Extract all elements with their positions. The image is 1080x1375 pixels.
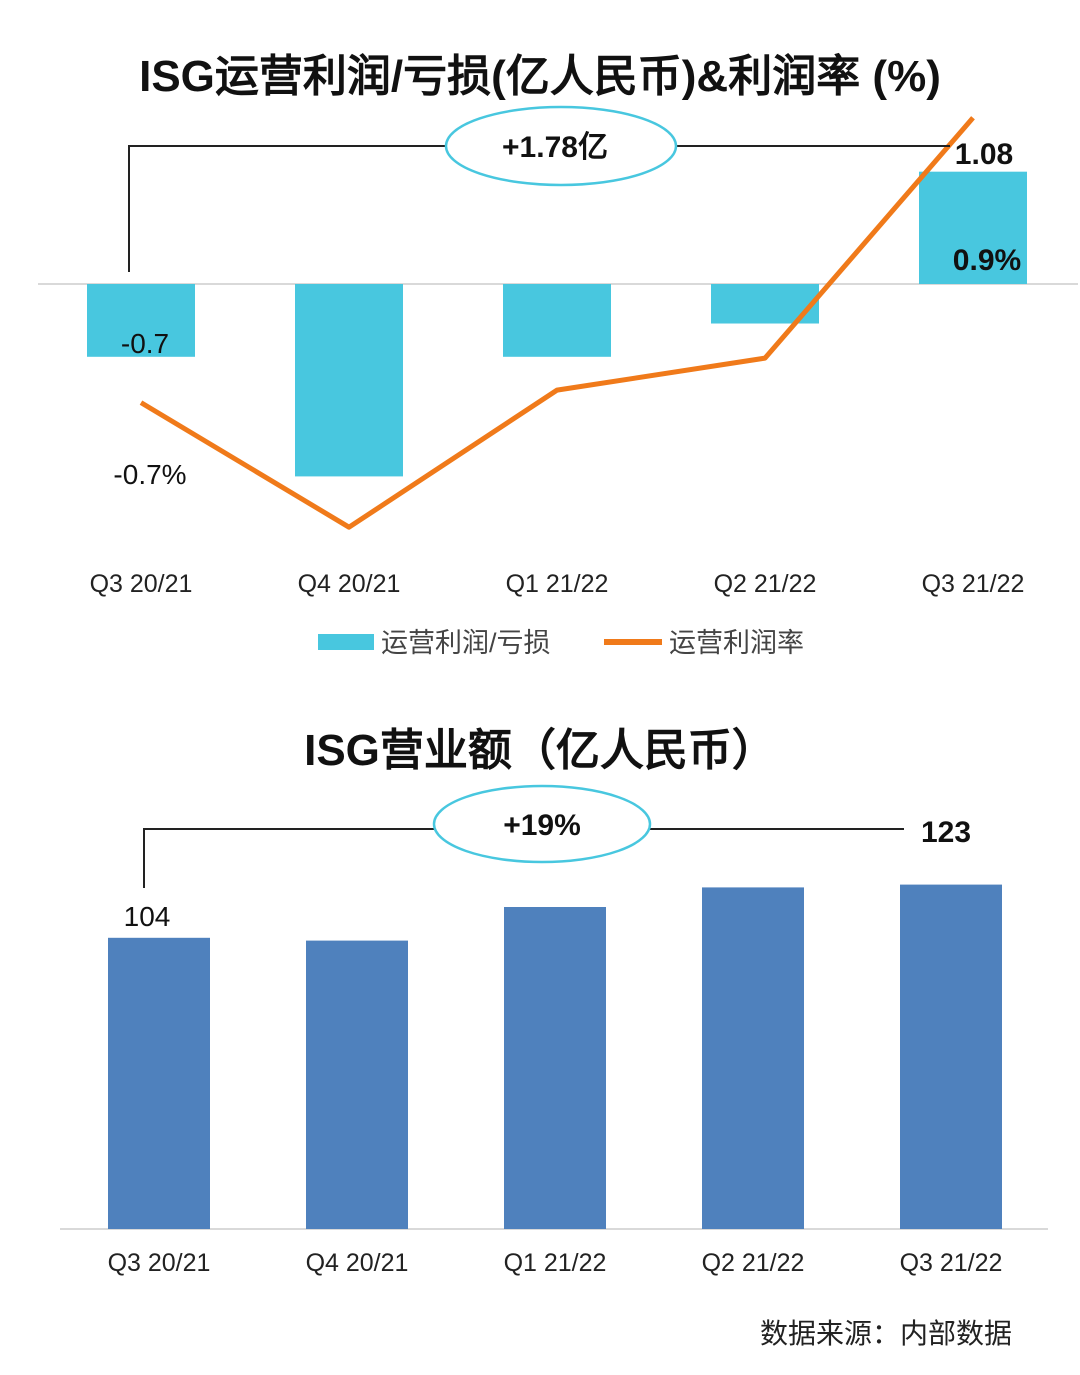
- revenue-bar: [504, 907, 606, 1229]
- chart2-title: ISG营业额（亿人民币）: [304, 726, 776, 775]
- profit-bar: [503, 284, 611, 357]
- legend-bar-swatch: [318, 634, 374, 650]
- bar-label-last: 123: [921, 816, 971, 849]
- bracket-left: [143, 828, 434, 888]
- revenue-bar: [306, 940, 408, 1229]
- legend-line-label: 运营利润率: [669, 628, 804, 658]
- x-tick-label: Q1 21/22: [504, 1249, 607, 1277]
- bar-label-first: -0.7: [121, 328, 169, 359]
- profit-bar: [87, 284, 195, 357]
- line-label-last: 0.9%: [953, 244, 1021, 277]
- x-tick-label: Q1 21/22: [506, 570, 609, 598]
- x-tick-label: Q4 20/21: [298, 570, 401, 598]
- legend-bar-label: 运营利润/亏损: [381, 628, 551, 658]
- profit-bar: [919, 171, 1027, 284]
- line-label-first: -0.7%: [113, 459, 186, 490]
- profit-bar: [295, 284, 403, 477]
- bar-label-last: 1.08: [955, 138, 1013, 171]
- x-tick-label: Q3 21/22: [900, 1249, 1003, 1277]
- bracket-left: [128, 145, 446, 272]
- profit-chart: +1.78亿 -0.7 1.08 -0.7% 0.9% Q3 20/21 Q4 20/2…: [38, 105, 1078, 658]
- revenue-bar: [702, 887, 804, 1229]
- x-tick-label: Q2 21/22: [702, 1249, 805, 1277]
- annotation-label: +1.78亿: [502, 131, 608, 164]
- x-tick-label: Q3 20/21: [90, 570, 193, 598]
- chart1-title: ISG运营利润/亏损(亿人民币)&利润率 (%): [139, 52, 941, 101]
- annotation-ellipse: [432, 784, 652, 864]
- x-tick-label: Q2 21/22: [714, 570, 817, 598]
- margin-line: [139, 116, 975, 530]
- data-source-note: 数据来源：内部数据: [759, 1318, 1012, 1349]
- annotation-ellipse: [444, 105, 678, 187]
- bar-label-first: 104: [124, 901, 171, 932]
- revenue-chart: +19% 104 123 Q3 20/21 Q4 20/21 Q1 21/22 Q2 2…: [60, 784, 1048, 1277]
- revenue-bar: [108, 937, 210, 1229]
- x-tick-label: Q3 21/22: [922, 570, 1025, 598]
- x-tick-label: Q3 20/21: [108, 1249, 211, 1277]
- annotation-label: +19%: [503, 809, 581, 842]
- x-tick-label: Q4 20/21: [306, 1249, 409, 1277]
- revenue-bar: [900, 884, 1002, 1229]
